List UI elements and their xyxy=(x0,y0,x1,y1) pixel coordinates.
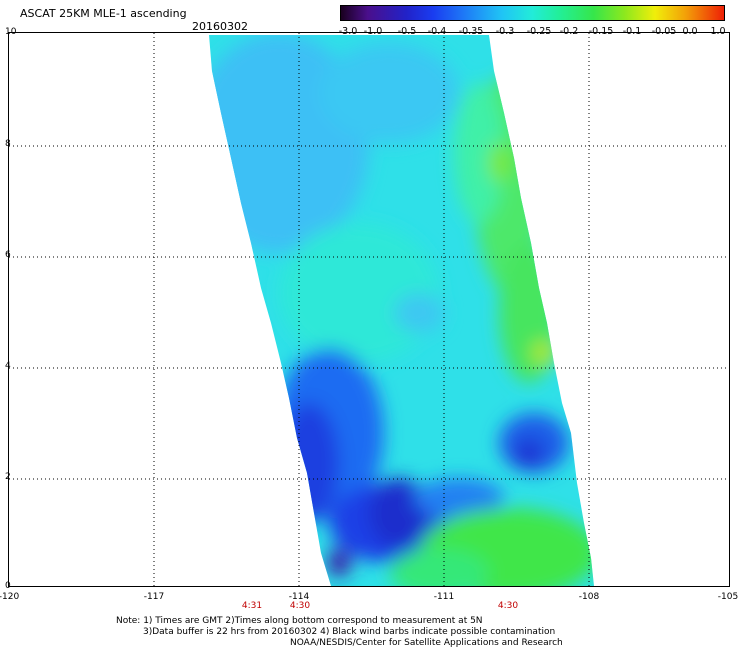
y-axis-label: 2 xyxy=(5,472,11,482)
y-axis-label: 10 xyxy=(5,27,17,37)
x-axis-label: -105 xyxy=(717,592,739,602)
x-axis-label: -117 xyxy=(143,592,165,602)
colorbar-label: -0.05 xyxy=(651,26,677,37)
color-bar xyxy=(340,5,725,21)
note-line-2: 3)Data buffer is 22 hrs from 20160302 4)… xyxy=(143,627,556,637)
y-axis-label: 8 xyxy=(5,139,11,149)
colorbar-label: -0.25 xyxy=(526,26,552,37)
swath-map xyxy=(9,33,729,586)
colorbar-label: -0.1 xyxy=(622,26,642,37)
note-line-1: Note: 1) Times are GMT 2)Times along bot… xyxy=(116,616,483,626)
colorbar-label: -1.0 xyxy=(363,26,383,37)
colorbar-label: -0.15 xyxy=(588,26,614,37)
time-label: 4:30 xyxy=(497,601,519,611)
time-label: 4:31 xyxy=(241,601,263,611)
colorbar-label: 1.0 xyxy=(710,26,726,37)
x-axis-label: -120 xyxy=(0,592,20,602)
map-plot-area xyxy=(8,32,730,587)
colorbar-label: -0.3 xyxy=(495,26,515,37)
colorbar-label: -0.5 xyxy=(397,26,417,37)
colorbar-label: -0.2 xyxy=(559,26,579,37)
x-axis-label: -108 xyxy=(578,592,600,602)
colorbar-label: -0.35 xyxy=(458,26,484,37)
x-axis-label: -111 xyxy=(433,592,455,602)
y-axis-label: 0 xyxy=(5,581,11,591)
product-title: ASCAT 25KM MLE-1 ascending xyxy=(20,7,187,20)
time-label: 4:30 xyxy=(289,601,311,611)
colorbar-label: -3.0 xyxy=(338,26,358,37)
x-axis-label: -114 xyxy=(288,592,310,602)
colorbar-label: -0.4 xyxy=(427,26,447,37)
colorbar-label: 0.0 xyxy=(682,26,698,37)
y-axis-label: 6 xyxy=(5,250,11,260)
note-line-3: NOAA/NESDIS/Center for Satellite Applica… xyxy=(290,638,563,648)
product-date: 20160302 xyxy=(192,20,248,33)
y-axis-label: 4 xyxy=(5,361,11,371)
